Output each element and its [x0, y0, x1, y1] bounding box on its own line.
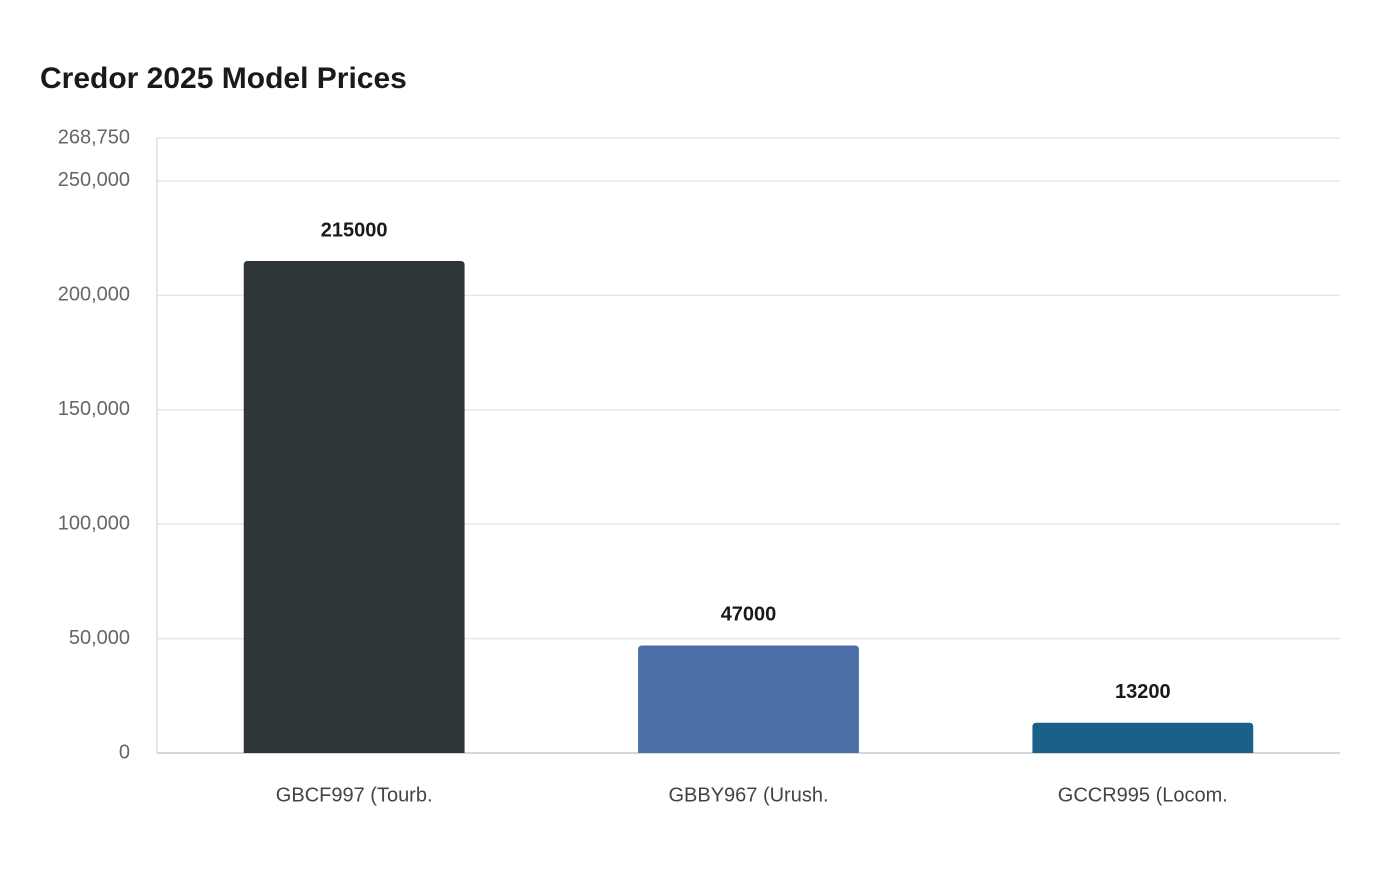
- y-tick-label: 250,000: [58, 169, 130, 191]
- y-tick-label: 100,000: [58, 512, 130, 534]
- y-tick-label: 200,000: [58, 284, 130, 306]
- data-label: 13200: [1115, 681, 1171, 703]
- bar: [638, 645, 859, 753]
- y-tick-label: 150,000: [58, 398, 130, 420]
- bar: [1032, 722, 1254, 753]
- x-tick-label: GCCR995 (Locom.: [1058, 784, 1228, 806]
- x-tick-label: GBCF997 (Tourb.: [276, 784, 433, 806]
- data-label: 215000: [321, 219, 388, 241]
- y-tick-label: 0: [119, 741, 130, 763]
- bar: [243, 261, 465, 753]
- y-tick-label: 268,750: [58, 126, 130, 148]
- data-label: 47000: [721, 604, 777, 626]
- x-tick-label: GBBY967 (Urush.: [668, 784, 828, 806]
- y-tick-label: 50,000: [69, 627, 130, 649]
- chart-title: Credor 2025 Model Prices: [40, 62, 407, 95]
